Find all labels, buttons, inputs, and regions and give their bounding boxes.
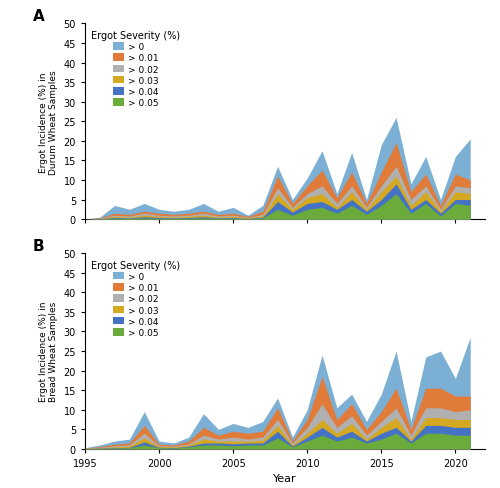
Text: A: A xyxy=(33,9,45,24)
Legend: > 0, > 0.01, > 0.02, > 0.03, > 0.04, > 0.05: > 0, > 0.01, > 0.02, > 0.03, > 0.04, > 0… xyxy=(90,258,182,339)
Text: B: B xyxy=(33,238,44,253)
Legend: > 0, > 0.01, > 0.02, > 0.03, > 0.04, > 0.05: > 0, > 0.01, > 0.02, > 0.03, > 0.04, > 0… xyxy=(90,29,182,110)
X-axis label: Year: Year xyxy=(273,473,297,484)
Y-axis label: Ergot Incidence (%) in
Durum Wheat Samples: Ergot Incidence (%) in Durum Wheat Sampl… xyxy=(38,70,58,174)
Y-axis label: Ergot Incidence (%) in
Bread Wheat Samples: Ergot Incidence (%) in Bread Wheat Sampl… xyxy=(38,301,58,402)
